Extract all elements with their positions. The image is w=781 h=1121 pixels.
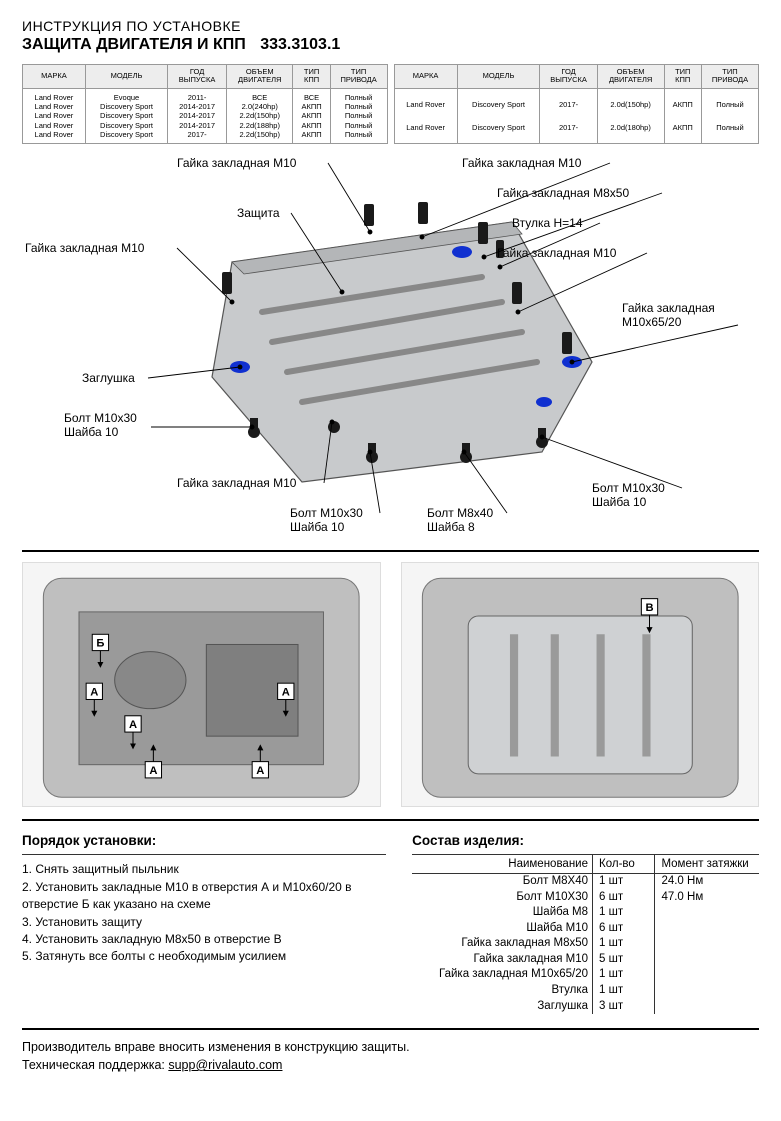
- bom-row: Шайба М106 шт: [412, 921, 759, 937]
- spec-col-header: ГОДВЫПУСКА: [168, 65, 227, 89]
- spec-row: Land RoverEvoque2011-ВСЕВСЕПолный: [23, 88, 388, 102]
- spec-table-right: МАРКАМОДЕЛЬГОДВЫПУСКАОБЪЕМДВИГАТЕЛЯТИПКП…: [394, 64, 760, 144]
- spec-col-header: ОБЪЕМДВИГАТЕЛЯ: [597, 65, 664, 89]
- spec-row: Land RoverDiscovery Sport2017-2.2d(150hp…: [23, 130, 388, 144]
- header-title: ЗАЩИТА ДВИГАТЕЛЯ И КПП: [22, 36, 246, 53]
- spec-col-header: МАРКА: [394, 65, 457, 89]
- callout-c2: Гайка закладная М10: [462, 157, 581, 171]
- bom-col-header: Момент затяжки: [655, 855, 759, 874]
- svg-text:В: В: [645, 602, 653, 614]
- svg-text:А: А: [90, 687, 98, 699]
- spec-row: Land RoverDiscovery Sport2017-2.0d(150hp…: [394, 88, 759, 116]
- bom-row: Гайка закладная М105 шт: [412, 952, 759, 968]
- spec-col-header: МОДЕЛЬ: [85, 65, 167, 89]
- spec-row: Land RoverDiscovery Sport2014-20172.0(24…: [23, 102, 388, 111]
- under-views: Б А А А А А В: [22, 562, 759, 821]
- callout-c4: Защита: [237, 207, 280, 221]
- svg-text:А: А: [129, 719, 137, 731]
- callout-c8: Гайка закладнаяМ10х65/20: [622, 302, 715, 330]
- install-title: Порядок установки:: [22, 833, 386, 848]
- spec-col-header: ОБЪЕМДВИГАТЕЛЯ: [227, 65, 293, 89]
- install-step: 4. Установить закладную М8х50 в отверсти…: [22, 931, 386, 948]
- spec-col-header: МАРКА: [23, 65, 86, 89]
- bom-col-header: Кол-во: [593, 855, 655, 874]
- part-number: 333.3103.1: [260, 36, 340, 53]
- bom-row: Гайка закладная М10х65/201 шт: [412, 967, 759, 983]
- header-subtitle: ИНСТРУКЦИЯ ПО УСТАНОВКЕ: [22, 18, 759, 34]
- spec-col-header: ТИПКПП: [664, 65, 701, 89]
- footer-line1: Производитель вправе вносить изменения в…: [22, 1038, 759, 1056]
- spec-table-left: МАРКАМОДЕЛЬГОДВЫПУСКАОБЪЕМДВИГАТЕЛЯТИПКП…: [22, 64, 388, 144]
- callout-c12: Болт М10х30Шайба 10: [290, 507, 363, 535]
- callout-c14: Болт М10х30Шайба 10: [592, 482, 665, 510]
- spec-col-header: МОДЕЛЬ: [457, 65, 540, 89]
- callout-c11: Гайка закладная М10: [177, 477, 296, 491]
- footer-divider: [22, 1028, 759, 1030]
- callout-c3: Гайка закладная М8х50: [497, 187, 629, 201]
- bottom-columns: Порядок установки: 1. Снять защитный пыл…: [22, 833, 759, 1014]
- svg-text:А: А: [282, 687, 290, 699]
- bom-row: Болт М8Х401 шт24.0 Нм: [412, 874, 759, 890]
- header-title-row: ЗАЩИТА ДВИГАТЕЛЯ И КПП 333.3103.1: [22, 36, 759, 54]
- under-view-left: Б А А А А А: [22, 562, 381, 807]
- bom-row: Шайба М81 шт: [412, 905, 759, 921]
- callout-c10: Болт М10х30Шайба 10: [64, 412, 137, 440]
- callout-c7: Гайка закладная М10: [497, 247, 616, 261]
- bom-row: Втулка1 шт: [412, 983, 759, 999]
- callout-c1: Гайка закладная М10: [177, 157, 296, 171]
- diagram-main: Гайка закладная М10 Гайка закладная М10 Га…: [22, 152, 759, 552]
- bom-section: Состав изделия: НаименованиеКол-воМомент…: [412, 833, 759, 1014]
- under-view-right: В: [401, 562, 760, 807]
- install-step: 1. Снять защитный пыльник: [22, 861, 386, 878]
- bom-col-header: Наименование: [412, 855, 592, 874]
- spec-row: Land RoverDiscovery Sport2017-2.0d(180hp…: [394, 116, 759, 144]
- svg-text:А: А: [256, 765, 264, 777]
- callout-c6: Гайка закладная М10: [25, 242, 144, 256]
- bom-row: Болт М10Х306 шт47.0 Нм: [412, 890, 759, 906]
- svg-text:А: А: [149, 765, 157, 777]
- install-step: 2. Установить закладные М10 в отверстия …: [22, 879, 386, 914]
- spec-row: Land RoverDiscovery Sport2014-20172.2d(1…: [23, 121, 388, 130]
- footer-line2: Техническая поддержка: supp@rivalauto.co…: [22, 1056, 759, 1074]
- spec-col-header: ТИППРИВОДА: [701, 65, 758, 89]
- spec-col-header: ГОДВЫПУСКА: [540, 65, 597, 89]
- install-step: 5. Затянуть все болты с необходимым усил…: [22, 948, 386, 965]
- footer: Производитель вправе вносить изменения в…: [22, 1038, 759, 1074]
- svg-text:Б: Б: [96, 638, 104, 650]
- bom-title: Состав изделия:: [412, 833, 759, 848]
- install-section: Порядок установки: 1. Снять защитный пыл…: [22, 833, 386, 1014]
- support-email[interactable]: supp@rivalauto.com: [168, 1058, 282, 1072]
- callout-c5: Втулка Н=14: [512, 217, 583, 231]
- callout-c13: Болт М8х40Шайба 8: [427, 507, 493, 535]
- bom-row: Заглушка3 шт: [412, 999, 759, 1015]
- callout-c9: Заглушка: [82, 372, 135, 386]
- bom-row: Гайка закладная М8х501 шт: [412, 936, 759, 952]
- spec-row: Land RoverDiscovery Sport2014-20172.2d(1…: [23, 111, 388, 120]
- spec-col-header: ТИПКПП: [293, 65, 330, 89]
- bom-table: НаименованиеКол-воМомент затяжки Болт М8…: [412, 854, 759, 1014]
- spec-col-header: ТИППРИВОДА: [330, 65, 387, 89]
- spec-tables: МАРКАМОДЕЛЬГОДВЫПУСКАОБЪЕМДВИГАТЕЛЯТИПКП…: [22, 64, 759, 144]
- install-step: 3. Установить защиту: [22, 914, 386, 931]
